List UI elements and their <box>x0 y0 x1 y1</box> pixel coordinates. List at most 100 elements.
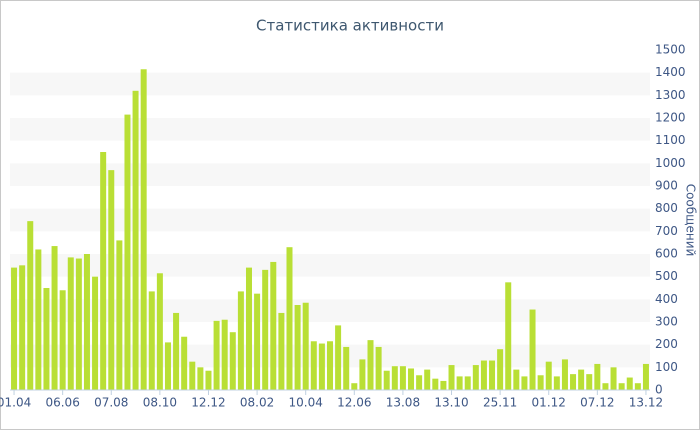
bar <box>399 366 406 390</box>
x-tick-label: 25.11 <box>483 396 517 410</box>
bar <box>27 221 34 390</box>
bar <box>383 370 390 390</box>
bar <box>237 291 244 390</box>
y-tick-label: 400 <box>655 292 678 306</box>
bar <box>286 247 293 390</box>
grid-band <box>10 163 650 186</box>
bar <box>327 341 333 390</box>
bar <box>310 341 317 390</box>
bar <box>83 254 90 390</box>
bar <box>19 265 26 390</box>
bar <box>634 383 641 390</box>
bar <box>229 332 236 390</box>
y-tick-label: 300 <box>655 315 678 329</box>
bar <box>578 369 585 390</box>
bar <box>270 261 277 390</box>
bar <box>132 90 139 391</box>
y-tick-label: 800 <box>655 201 678 215</box>
bar <box>59 290 66 390</box>
bar <box>456 376 463 390</box>
y-tick-label: 1100 <box>655 133 686 147</box>
y-tick-label: 600 <box>655 247 678 261</box>
bar <box>108 170 115 390</box>
bar <box>618 383 625 390</box>
y-tick-label: 1300 <box>655 88 686 102</box>
bar <box>391 366 398 390</box>
bar <box>100 152 107 390</box>
bar <box>594 363 601 390</box>
bar <box>67 257 74 390</box>
bar <box>448 365 455 390</box>
bar <box>424 369 431 390</box>
y-axis-title: Сообщений <box>684 184 698 257</box>
bar <box>318 343 325 390</box>
bar <box>189 361 196 390</box>
bar <box>181 336 188 390</box>
x-tick-label: 12.12 <box>191 396 225 410</box>
bar <box>254 293 261 390</box>
grid-band <box>10 254 650 277</box>
bar <box>537 375 544 390</box>
bar <box>173 312 180 390</box>
bar <box>505 282 512 390</box>
y-tick-label: 500 <box>655 269 678 283</box>
y-tick-label: 1400 <box>655 65 686 79</box>
x-tick-label: 06.06 <box>45 396 79 410</box>
bar <box>570 374 577 390</box>
bar <box>561 359 568 390</box>
y-tick-label: 900 <box>655 179 678 193</box>
x-tick-label: 01.12 <box>532 396 566 410</box>
bar <box>529 309 536 390</box>
x-tick-label: 01.04 <box>0 396 31 410</box>
bar <box>278 312 285 390</box>
x-tick-label: 08.10 <box>143 396 177 410</box>
bar <box>294 305 301 390</box>
x-tick-label: 13.10 <box>434 396 468 410</box>
x-tick-label: 13.08 <box>386 396 420 410</box>
bar <box>464 376 471 390</box>
grid-band <box>10 72 650 96</box>
y-tick-label: 200 <box>655 337 678 351</box>
bar <box>432 378 439 390</box>
y-tick-label: 100 <box>655 360 678 374</box>
bar <box>642 363 649 390</box>
bar <box>75 258 82 390</box>
bar <box>124 114 131 390</box>
bar <box>359 359 366 390</box>
x-tick-label: 07.08 <box>94 396 128 410</box>
bar <box>262 269 269 390</box>
x-tick-label: 10.04 <box>289 396 323 410</box>
bar <box>221 319 228 390</box>
bar <box>602 383 609 390</box>
chart-title: Статистика активности <box>256 17 444 35</box>
x-tick-label: 13.12 <box>629 396 663 410</box>
bar <box>43 288 50 390</box>
grid-band <box>10 208 650 232</box>
bar <box>92 276 99 390</box>
bar <box>610 367 617 390</box>
x-tick-label: 07.12 <box>580 396 614 410</box>
bar <box>553 376 560 390</box>
bar <box>367 340 374 390</box>
y-tick-label: 700 <box>655 224 678 238</box>
bar <box>148 291 155 390</box>
bar <box>35 249 42 390</box>
x-tick-label: 12.06 <box>337 396 371 410</box>
bar <box>626 377 633 390</box>
bar <box>480 360 487 390</box>
bar <box>213 320 220 390</box>
bar <box>302 302 309 390</box>
y-tick-label: 0 <box>655 383 663 397</box>
x-tick-label: 08.02 <box>240 396 274 410</box>
bar <box>472 365 479 390</box>
bar <box>416 375 423 390</box>
bar <box>205 370 212 390</box>
grid-band <box>10 299 650 322</box>
bar <box>351 383 358 390</box>
bar <box>408 368 415 390</box>
bar <box>116 240 123 390</box>
bar <box>375 346 382 390</box>
bar <box>497 349 504 390</box>
grid-band <box>10 118 650 141</box>
